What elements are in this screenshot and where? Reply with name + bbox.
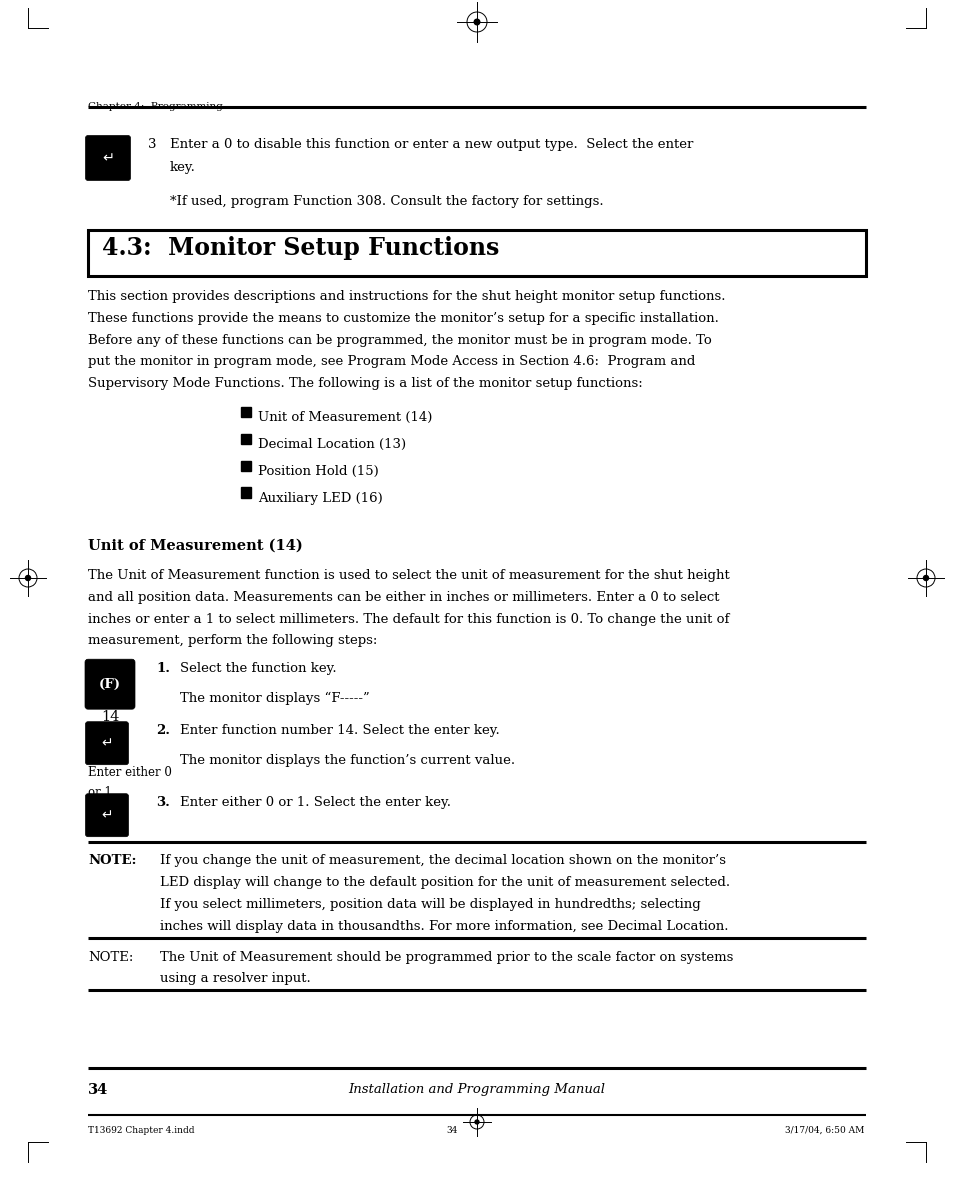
Text: key.: key. [170, 161, 195, 174]
Text: These functions provide the means to customize the monitor’s setup for a specifi: These functions provide the means to cus… [88, 312, 719, 325]
Text: inches or enter a 1 to select millimeters. The default for this function is 0. T: inches or enter a 1 to select millimeter… [88, 613, 729, 626]
Text: 34: 34 [88, 1083, 108, 1097]
Text: NOTE:: NOTE: [88, 951, 133, 964]
Text: Supervisory Mode Functions. The following is a list of the monitor setup functio: Supervisory Mode Functions. The followin… [88, 377, 642, 390]
Text: Enter either 0: Enter either 0 [88, 766, 172, 779]
Text: This section provides descriptions and instructions for the shut height monitor : This section provides descriptions and i… [88, 290, 724, 303]
Text: 3/17/04, 6:50 AM: 3/17/04, 6:50 AM [783, 1126, 863, 1135]
Text: 3.: 3. [156, 796, 170, 809]
FancyBboxPatch shape [86, 136, 131, 181]
Text: inches will display data in thousandths. For more information, see Decimal Locat: inches will display data in thousandths.… [160, 920, 728, 933]
Bar [240, 488, 251, 497]
Text: The monitor displays the function’s current value.: The monitor displays the function’s curr… [180, 754, 515, 768]
Text: The Unit of Measurement should be programmed prior to the scale factor on system: The Unit of Measurement should be progra… [160, 951, 733, 964]
Text: Unit of Measurement (14): Unit of Measurement (14) [88, 539, 302, 553]
Text: using a resolver input.: using a resolver input. [160, 972, 311, 985]
Text: If you change the unit of measurement, the decimal location shown on the monitor: If you change the unit of measurement, t… [160, 854, 725, 868]
Text: ↵: ↵ [101, 737, 112, 750]
Bar [240, 407, 251, 416]
Text: measurement, perform the following steps:: measurement, perform the following steps… [88, 634, 377, 647]
FancyBboxPatch shape [86, 721, 129, 765]
Text: NOTE:: NOTE: [88, 854, 136, 868]
Bar [240, 461, 251, 471]
Text: ↵: ↵ [102, 151, 113, 165]
Text: put the monitor in program mode, see Program Mode Access in Section 4.6:  Progra: put the monitor in program mode, see Pro… [88, 356, 695, 369]
Text: *If used, program Function 308. Consult the factory for settings.: *If used, program Function 308. Consult … [170, 195, 603, 208]
Text: T13692 Chapter 4.indd: T13692 Chapter 4.indd [88, 1126, 194, 1135]
Text: 3: 3 [148, 138, 156, 151]
Text: Unit of Measurement (14): Unit of Measurement (14) [257, 411, 432, 424]
Text: Auxiliary LED (16): Auxiliary LED (16) [257, 491, 382, 505]
Text: Enter a 0 to disable this function or enter a new output type.  Select the enter: Enter a 0 to disable this function or en… [170, 138, 693, 151]
Text: (F): (F) [99, 677, 121, 690]
FancyBboxPatch shape [86, 794, 129, 837]
Circle shape [26, 576, 30, 581]
Text: or 1: or 1 [88, 787, 112, 800]
Text: If you select millimeters, position data will be displayed in hundredths; select: If you select millimeters, position data… [160, 897, 700, 910]
Text: Decimal Location (13): Decimal Location (13) [257, 438, 406, 451]
Circle shape [474, 19, 479, 25]
Text: Enter function number 14. Select the enter key.: Enter function number 14. Select the ent… [180, 725, 499, 737]
Bar [240, 433, 251, 444]
Text: Before any of these functions can be programmed, the monitor must be in program : Before any of these functions can be pro… [88, 333, 711, 346]
FancyBboxPatch shape [85, 659, 135, 709]
Circle shape [475, 1120, 478, 1125]
Text: 2.: 2. [156, 725, 170, 737]
Text: Installation and Programming Manual: Installation and Programming Manual [348, 1083, 605, 1096]
Text: Enter either 0 or 1. Select the enter key.: Enter either 0 or 1. Select the enter ke… [180, 796, 451, 809]
Text: ↵: ↵ [101, 808, 112, 822]
Text: The Unit of Measurement function is used to select the unit of measurement for t: The Unit of Measurement function is used… [88, 569, 729, 582]
Text: LED display will change to the default position for the unit of measurement sele: LED display will change to the default p… [160, 876, 729, 889]
FancyBboxPatch shape [88, 230, 865, 276]
Text: Chapter 4:  Programming: Chapter 4: Programming [88, 102, 223, 111]
Text: 1.: 1. [156, 662, 170, 675]
Text: and all position data. Measurements can be either in inches or millimeters. Ente: and all position data. Measurements can … [88, 590, 719, 603]
Circle shape [923, 576, 927, 581]
Text: Position Hold (15): Position Hold (15) [257, 465, 378, 478]
Text: The monitor displays “F-----”: The monitor displays “F-----” [180, 693, 370, 706]
Text: 34: 34 [446, 1126, 457, 1135]
Text: 14: 14 [101, 710, 119, 725]
Text: 4.3:  Monitor Setup Functions: 4.3: Monitor Setup Functions [102, 236, 498, 259]
Text: Select the function key.: Select the function key. [180, 662, 336, 675]
